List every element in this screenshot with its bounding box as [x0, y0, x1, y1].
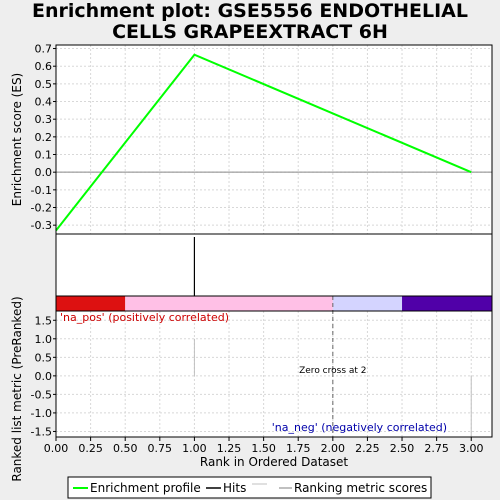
metric-ytick-label: 1.5: [35, 314, 53, 327]
chart-title: Enrichment plot: GSE5556 ENDOTHELIAL CEL…: [0, 1, 500, 43]
hits-panel: [56, 234, 492, 296]
correlation-segment: [402, 296, 492, 311]
correlation-segment: [125, 296, 333, 311]
legend-label-hits: Hits: [223, 481, 246, 495]
es-ytick-label: 0.0: [35, 166, 53, 179]
metric-panel: [56, 311, 492, 437]
xtick-label: 1.75: [286, 442, 311, 455]
es-ytick-label: 0.1: [35, 149, 53, 162]
correlation-segment: [56, 296, 126, 311]
neg-correlated-label: 'na_neg' (negatively correlated): [272, 421, 447, 434]
xtick-label: 3.00: [459, 442, 484, 455]
xlabel: Rank in Ordered Dataset: [200, 455, 348, 469]
xtick-label: 1.25: [217, 442, 242, 455]
enrichment-profile-line: [55, 53, 472, 232]
metric-ytick-label: 1.0: [35, 333, 53, 346]
es-ytick-label: -0.1: [31, 184, 52, 197]
es-ytick-label: 0.3: [35, 113, 53, 126]
title-line-2: CELLS GRAPEEXTRACT 6H: [112, 21, 388, 43]
xtick-label: 0.00: [44, 442, 69, 455]
legend-label-enrichment: Enrichment profile: [90, 481, 201, 495]
xtick-label: 0.75: [148, 442, 173, 455]
xtick-label: 1.00: [182, 442, 207, 455]
xtick-label: 0.25: [78, 442, 103, 455]
zero-cross-label: Zero cross at 2: [299, 366, 366, 376]
pos-correlated-label: 'na_pos' (positively correlated): [60, 311, 229, 324]
es-ytick-label: 0.2: [35, 131, 53, 144]
es-ytick-label: 0.7: [35, 43, 53, 56]
metric-ytick-label: -1.5: [31, 425, 52, 438]
legend-label-ranking: Ranking metric scores: [294, 481, 427, 495]
es-ytick-label: -0.3: [31, 219, 52, 232]
metric-ytick-label: 0.5: [35, 351, 53, 364]
metric-ytick-label: 0.0: [35, 370, 53, 383]
correlation-segment: [332, 296, 403, 311]
es-ytick-label: 0.6: [35, 60, 53, 73]
es-panel: [56, 45, 492, 234]
es-ytick-label: 0.5: [35, 78, 53, 91]
es-ytick-label: 0.4: [35, 96, 53, 109]
plot-border: [55, 44, 493, 438]
xtick-label: 2.50: [390, 442, 415, 455]
legend-box: [67, 476, 432, 499]
xtick-label: 2.75: [424, 442, 449, 455]
metric-ytick-label: -1.0: [31, 407, 52, 420]
xtick-label: 2.25: [355, 442, 380, 455]
metric-ytick-label: -0.5: [31, 388, 52, 401]
metric-ylabel: Ranked list metric (PreRanked): [10, 296, 24, 481]
es-ytick-label: -0.2: [31, 202, 52, 215]
xtick-label: 0.50: [113, 442, 138, 455]
es-ylabel: Enrichment score (ES): [10, 73, 24, 206]
xtick-label: 2.00: [321, 442, 346, 455]
title-line-1: Enrichment plot: GSE5556 ENDOTHELIAL: [32, 0, 468, 22]
xtick-label: 1.50: [251, 442, 276, 455]
